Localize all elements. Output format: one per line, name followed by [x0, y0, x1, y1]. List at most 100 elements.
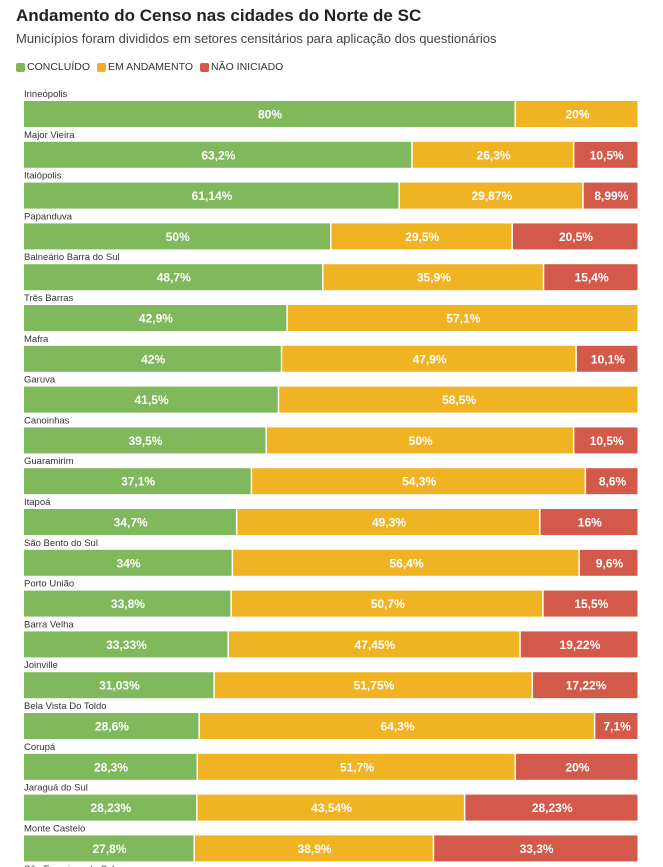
bar-segment-major-vieira-concluido[interactable] [24, 141, 412, 168]
bar-segment-irineopolis-em-andamento[interactable] [516, 101, 638, 127]
bar-row-itaiopolis: Itaiópolis 61,14% 29,87% 8,99% [24, 171, 638, 209]
value-label-itapoa-em-andamento: 49,3% [372, 516, 406, 530]
bar-row-sao-francisco-do-sul: São Francisco do Sul [24, 864, 114, 867]
value-label-tres-barras-concluido: 42,9% [139, 312, 173, 326]
bar-segment-major-vieira-nao-iniciado[interactable] [574, 141, 638, 168]
value-label-jaragua-do-sul-concluido: 28,23% [90, 801, 131, 815]
bar-segment-porto-uniao-nao-iniciado[interactable] [543, 590, 638, 617]
category-label-irineopolis: Irineópolis [24, 89, 68, 100]
bar-segment-joinville-em-andamento[interactable] [214, 672, 532, 699]
bar-segment-jaragua-do-sul-em-andamento[interactable] [197, 794, 464, 821]
bar-row-itapoa: Itapoá 34,7% 49,3% 16% [24, 497, 638, 535]
bar-segment-garuva-em-andamento[interactable] [279, 386, 638, 413]
category-label-barra-velha: Barra Velha [24, 619, 74, 630]
value-label-itaiopolis-concluido: 61,14% [192, 189, 233, 203]
bar-segment-corupa-em-andamento[interactable] [198, 753, 515, 780]
value-label-porto-uniao-concluido: 33,8% [111, 597, 145, 611]
bar-segment-bela-vista-do-toldo-em-andamento[interactable] [199, 713, 594, 739]
value-label-mafra-em-andamento: 47,9% [413, 352, 447, 366]
bar-segment-guaramirim-concluido[interactable] [24, 468, 251, 495]
category-label-tres-barras: Três Barras [24, 293, 74, 304]
bar-row-balneario-barra-do-sul: Balneário Barra do Sul 48,7% 35,9% 15,4% [24, 252, 638, 291]
category-label-mafra: Mafra [24, 334, 49, 345]
bar-segment-papanduva-em-andamento[interactable] [331, 223, 512, 250]
value-label-irineopolis-concluido: 80% [258, 108, 282, 122]
bar-row-papanduva: Papanduva 50% 29,5% 20,5% [24, 211, 638, 250]
value-label-jaragua-do-sul-em-andamento: 43,54% [311, 801, 352, 815]
bar-segment-canoinhas-nao-iniciado[interactable] [574, 427, 638, 454]
bar-segment-porto-uniao-em-andamento[interactable] [231, 590, 543, 617]
bar-segment-tres-barras-concluido[interactable] [24, 305, 287, 331]
bar-row-bela-vista-do-toldo: Bela Vista Do Toldo 28,6% 64,3% 7,1% [24, 701, 638, 739]
bar-segment-bela-vista-do-toldo-concluido[interactable] [24, 713, 199, 739]
category-label-major-vieira: Major Vieira [24, 130, 75, 141]
bar-segment-canoinhas-concluido[interactable] [24, 427, 266, 454]
bar-segment-itapoa-concluido[interactable] [24, 509, 236, 535]
value-label-corupa-nao-iniciado: 20% [565, 760, 589, 774]
bar-segment-joinville-nao-iniciado[interactable] [533, 672, 638, 699]
value-label-monte-castelo-em-andamento: 38,9% [298, 842, 332, 856]
bar-segment-sao-bento-do-sul-em-andamento[interactable] [233, 549, 579, 576]
bar-segment-mafra-nao-iniciado[interactable] [576, 345, 638, 372]
bar-segment-monte-castelo-em-andamento[interactable] [194, 835, 433, 862]
bar-segment-itaiopolis-em-andamento[interactable] [400, 182, 583, 209]
value-label-bela-vista-do-toldo-nao-iniciado: 7,1% [603, 720, 631, 734]
bar-segment-bela-vista-do-toldo-nao-iniciado[interactable] [595, 713, 638, 739]
bar-segment-monte-castelo-nao-iniciado[interactable] [434, 835, 638, 862]
value-label-papanduva-concluido: 50% [166, 230, 190, 244]
bar-segment-canoinhas-em-andamento[interactable] [266, 427, 573, 454]
bar-segment-papanduva-concluido[interactable] [24, 223, 330, 250]
bar-segment-corupa-concluido[interactable] [24, 753, 197, 780]
bar-segment-barra-velha-concluido[interactable] [24, 631, 228, 658]
value-label-bela-vista-do-toldo-em-andamento: 64,3% [381, 720, 415, 734]
category-label-monte-castelo: Monte Castelo [24, 823, 85, 834]
bar-segment-major-vieira-em-andamento[interactable] [412, 141, 573, 168]
value-label-corupa-em-andamento: 51,7% [340, 760, 374, 774]
bar-segment-barra-velha-nao-iniciado[interactable] [520, 631, 638, 658]
bar-segment-balneario-barra-do-sul-em-andamento[interactable] [323, 264, 543, 291]
value-label-sao-bento-do-sul-em-andamento: 56,4% [390, 556, 424, 570]
legend-item-concluido[interactable]: CONCLUÍDO [16, 61, 90, 73]
bar-segment-itaiopolis-nao-iniciado[interactable] [583, 182, 638, 209]
value-label-porto-uniao-em-andamento: 50,7% [371, 597, 405, 611]
legend-label-concluido: CONCLUÍDO [27, 61, 91, 73]
bar-segment-mafra-em-andamento[interactable] [282, 345, 576, 372]
bar-segment-mafra-concluido[interactable] [24, 345, 281, 372]
bar-segment-irineopolis-concluido[interactable] [24, 101, 515, 127]
bar-segment-guaramirim-nao-iniciado[interactable] [586, 468, 638, 495]
bar-segment-itapoa-em-andamento[interactable] [237, 509, 540, 535]
legend-item-nao-iniciado[interactable]: NÃO INICIADO [200, 61, 283, 73]
value-label-porto-uniao-nao-iniciado: 15,5% [574, 597, 608, 611]
bar-segment-corupa-nao-iniciado[interactable] [516, 753, 638, 780]
bar-row-guaramirim: Guaramirim 37,1% 54,3% 8,6% [24, 456, 638, 495]
bar-segment-balneario-barra-do-sul-concluido[interactable] [24, 264, 323, 291]
bar-segment-itaiopolis-concluido[interactable] [24, 182, 399, 209]
bar-segment-barra-velha-em-andamento[interactable] [228, 631, 520, 658]
bar-segment-jaragua-do-sul-nao-iniciado[interactable] [465, 794, 638, 821]
bar-segment-tres-barras-em-andamento[interactable] [287, 305, 638, 331]
bar-segment-porto-uniao-concluido[interactable] [24, 590, 231, 617]
value-label-joinville-nao-iniciado: 17,22% [566, 679, 607, 693]
value-label-garuva-concluido: 41,5% [135, 393, 169, 407]
legend-item-em-andamento[interactable]: EM ANDAMENTO [97, 61, 193, 73]
bar-row-garuva: Garuva 41,5% 58,5% [24, 375, 638, 413]
bar-segment-sao-bento-do-sul-concluido[interactable] [24, 549, 232, 576]
value-label-canoinhas-em-andamento: 50% [409, 434, 433, 448]
bar-segment-itapoa-nao-iniciado[interactable] [540, 509, 638, 535]
bar-row-major-vieira: Major Vieira 63,2% 26,3% 10,5% [24, 130, 638, 168]
value-label-mafra-nao-iniciado: 10,1% [591, 352, 625, 366]
bar-segment-sao-bento-do-sul-nao-iniciado[interactable] [579, 549, 638, 576]
bar-segment-guaramirim-em-andamento[interactable] [252, 468, 585, 495]
legend-label-em-andamento: EM ANDAMENTO [108, 61, 193, 73]
bar-segment-monte-castelo-concluido[interactable] [24, 835, 194, 862]
bar-segment-jaragua-do-sul-concluido[interactable] [24, 794, 197, 821]
bar-row-mafra: Mafra 42% 47,9% 10,1% [24, 334, 638, 372]
chart-legend: CONCLUÍDO EM ANDAMENTO NÃO INICIADO [16, 60, 290, 74]
bar-segment-joinville-concluido[interactable] [24, 672, 214, 699]
legend-swatch-concluido [16, 62, 25, 72]
bar-segment-balneario-barra-do-sul-nao-iniciado[interactable] [544, 264, 638, 291]
bar-segment-papanduva-nao-iniciado[interactable] [512, 223, 638, 250]
bar-segment-garuva-concluido[interactable] [24, 386, 278, 413]
